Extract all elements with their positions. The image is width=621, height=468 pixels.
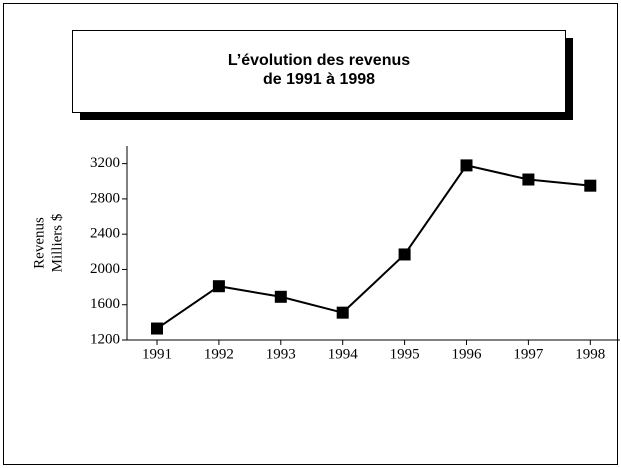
marker (151, 322, 163, 335)
x-tick-label: 1994 (328, 346, 359, 362)
x-tick-label: 1993 (266, 346, 296, 362)
x-tick-label: 1995 (390, 346, 420, 362)
marker (460, 159, 473, 172)
x-tick-label: 1992 (204, 346, 234, 362)
y-tick-label: 1600 (90, 296, 120, 312)
chart-title: de 1991 à 1998 (263, 71, 375, 88)
x-tick-label: 1997 (513, 346, 544, 362)
y-tick-label: 3200 (90, 155, 120, 171)
x-tick-label: 1996 (452, 346, 483, 362)
x-tick-label: 1991 (142, 346, 172, 362)
line (156, 164, 591, 330)
marker (584, 179, 597, 192)
marker (212, 280, 225, 293)
title-box (72, 30, 566, 113)
chart-title: L’évolution des revenus (228, 52, 410, 69)
marker (522, 173, 535, 186)
marker (336, 306, 349, 319)
marker (274, 290, 287, 303)
x-tick-label: 1998 (575, 346, 605, 362)
marker (398, 248, 411, 261)
y-tick-label: 2400 (90, 226, 120, 242)
y-tick-label: 2000 (90, 261, 120, 277)
y-tick-label: 2800 (90, 190, 120, 206)
frame (3, 3, 618, 465)
y-tick-label: 1200 (90, 331, 120, 347)
y-axis-label: Milliers $ (49, 213, 65, 272)
y-axis-label: Revenus (31, 217, 47, 269)
